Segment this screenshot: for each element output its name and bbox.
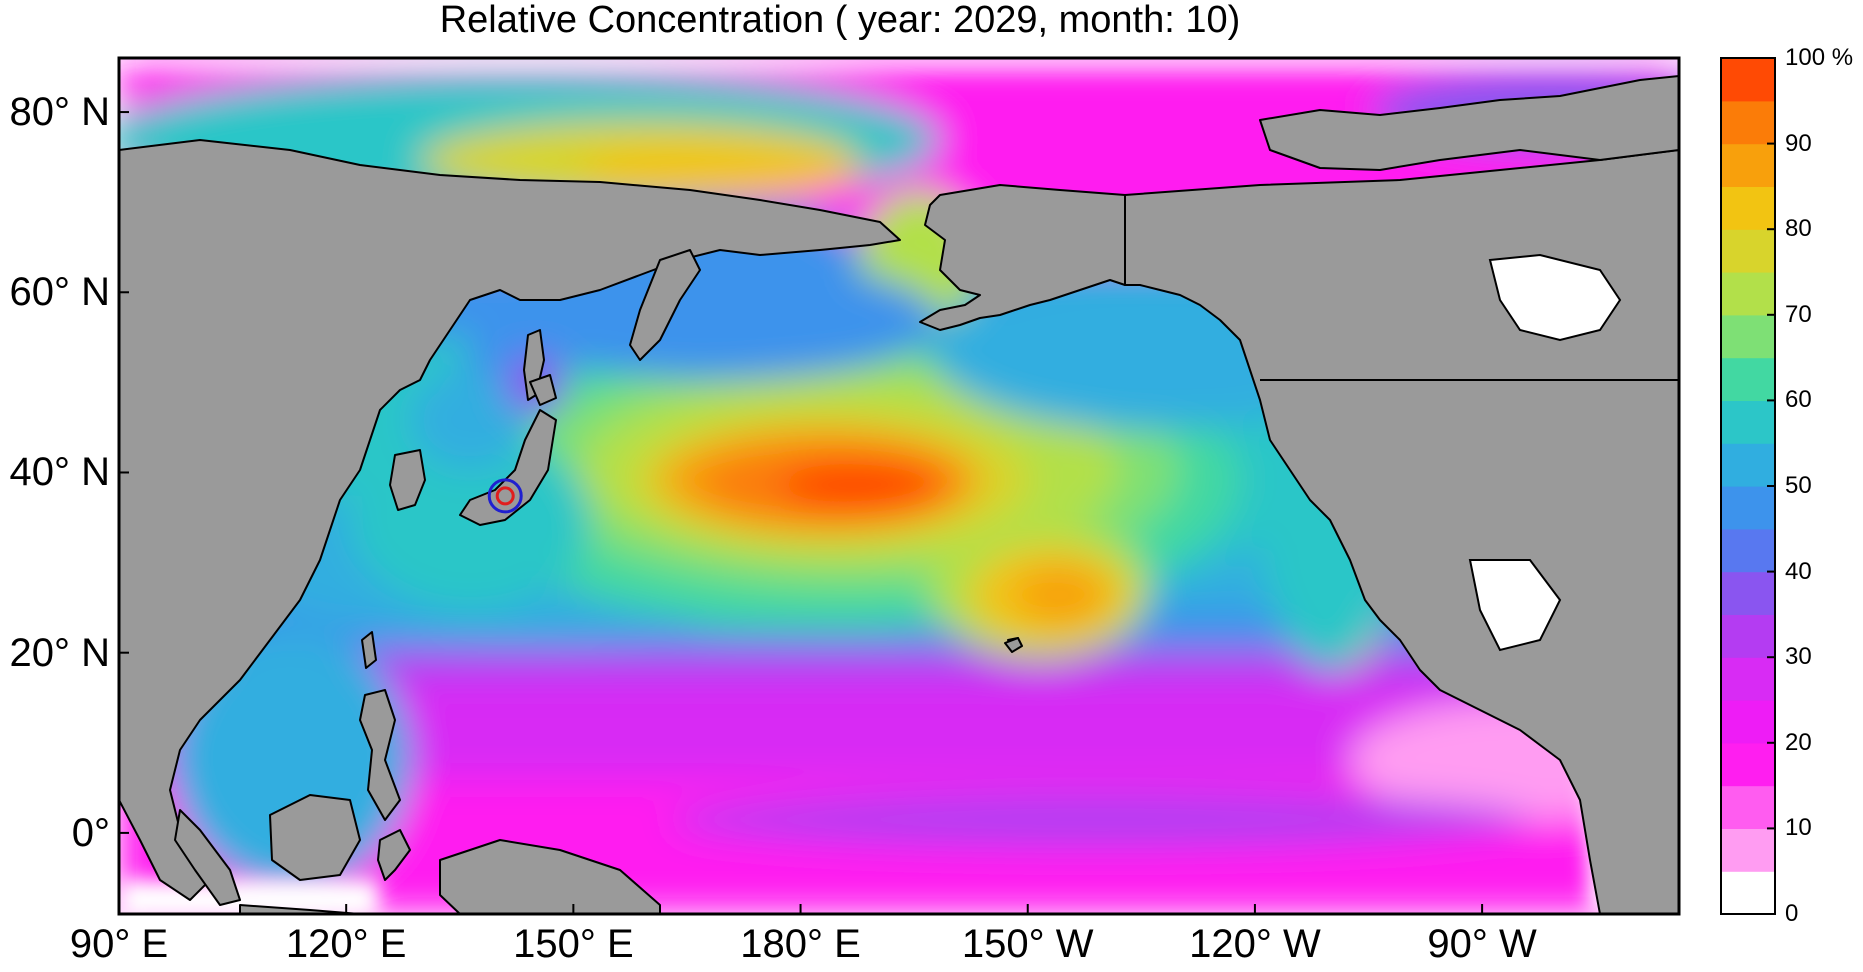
colorbar-tick-label: 0 — [1785, 900, 1799, 927]
colorbar-bin — [1721, 400, 1775, 444]
colorbar-bin — [1721, 486, 1775, 530]
colorbar-bin — [1721, 100, 1775, 145]
colorbar-bin — [1721, 700, 1775, 744]
latitude-label: 60° N — [9, 270, 111, 315]
colorbar-tick-label: 70 — [1785, 300, 1812, 328]
colorbar-frame — [1720, 57, 1776, 915]
latitude-label: 20° N — [9, 630, 111, 675]
longitude-label: 90° W — [1427, 922, 1537, 966]
colorbar-tick-label: 10 — [1785, 814, 1812, 842]
land — [119, 75, 1679, 914]
colorbar-tick-label: 80 — [1785, 215, 1812, 243]
colorbar-bin — [1721, 443, 1775, 487]
longitude-label: 150° W — [961, 922, 1094, 966]
longitude-label: 180° E — [740, 922, 861, 966]
colorbar-bin — [1721, 143, 1775, 187]
concentration-field — [119, 58, 1679, 914]
map-title: Relative Concentration ( year: 2029, mon… — [439, 0, 1241, 41]
colorbar-bin — [1721, 229, 1775, 273]
colorbar — [1721, 57, 1775, 915]
longitude-label: 90° E — [69, 922, 169, 966]
colorbar-bin — [1721, 871, 1775, 915]
longitude-label: 150° E — [513, 922, 634, 966]
colorbar-bin — [1721, 614, 1775, 658]
colorbar-bin — [1721, 314, 1775, 359]
colorbar-bin — [1721, 828, 1775, 872]
source-location-marker-inner-ring — [495, 486, 515, 506]
longitude-label: 120° W — [1189, 922, 1321, 966]
latitude-label: 40° N — [9, 450, 111, 495]
colorbar-bin — [1721, 657, 1775, 701]
colorbar-tick-label: 90 — [1785, 129, 1812, 157]
colorbar-bin — [1721, 571, 1775, 615]
colorbar-bin — [1721, 357, 1775, 401]
source-location-marker-outer-ring — [487, 478, 523, 514]
colorbar-tick-label: 40 — [1785, 557, 1812, 585]
latitude-label: 0° — [71, 810, 110, 855]
colorbar-bin — [1721, 272, 1775, 316]
colorbar-tick-label: 60 — [1785, 386, 1812, 414]
colorbar-tick-label: 50 — [1785, 472, 1812, 499]
colorbar-tick-label: 30 — [1785, 643, 1812, 671]
colorbar-bin — [1721, 742, 1775, 787]
colorbar-bin — [1721, 58, 1775, 102]
colorbar-bin — [1721, 785, 1775, 829]
lakes — [1468, 253, 1622, 652]
colorbar-bin — [1721, 528, 1775, 573]
map-frame — [117, 56, 1681, 916]
colorbar-bin — [1721, 186, 1775, 230]
colorbar-tick-label: 20 — [1785, 728, 1812, 756]
longitude-label: 120° E — [285, 922, 407, 966]
latitude-label: 80° N — [9, 90, 111, 135]
colorbar-tick-label: 100 % — [1785, 44, 1854, 71]
